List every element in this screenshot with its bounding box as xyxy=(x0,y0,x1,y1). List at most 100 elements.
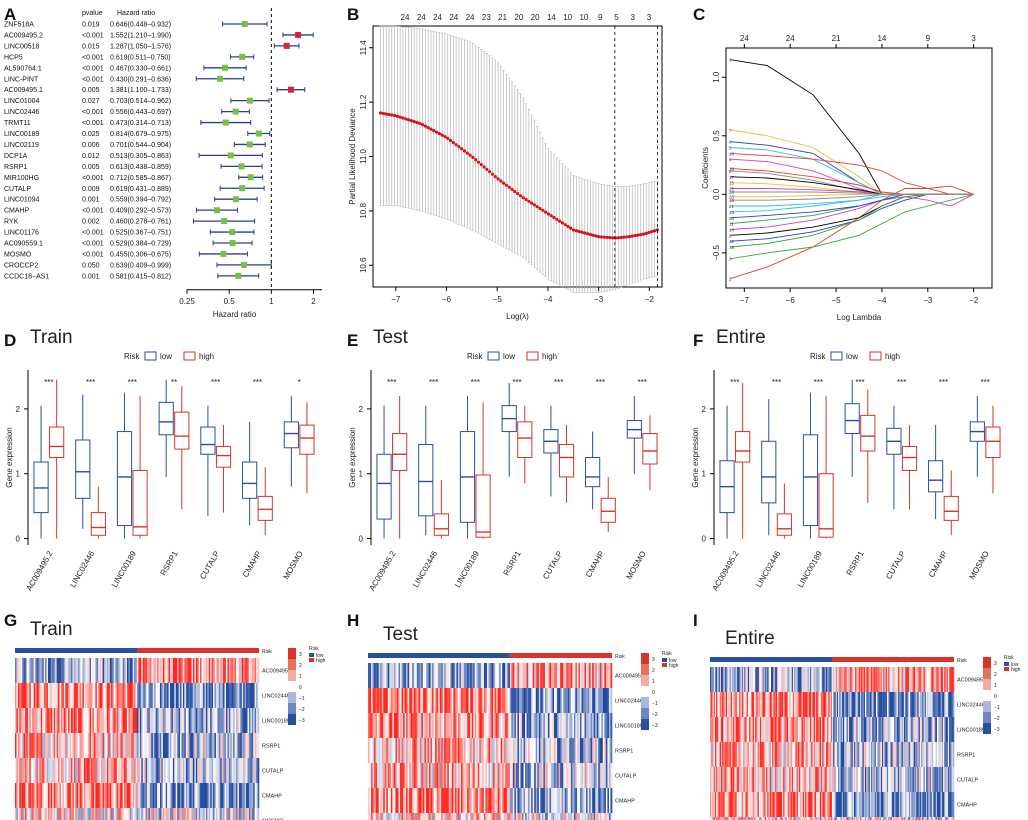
heatmap-cell xyxy=(827,817,829,820)
heatmap-cell xyxy=(817,817,819,820)
heatmap-cell xyxy=(583,738,585,763)
heatmap-cell xyxy=(401,763,404,788)
heatmap-cell xyxy=(745,792,747,817)
heatmap-cell xyxy=(137,758,139,783)
heatmap-cell xyxy=(838,817,840,820)
heatmap-cell xyxy=(812,742,814,767)
heatmap-row-label: RSRP1 xyxy=(615,749,633,755)
heatmap-cell xyxy=(114,733,116,758)
boxplot-x-tick-label: RSRP1 xyxy=(159,549,180,577)
heatmap-cell xyxy=(371,813,373,820)
heatmap-cell xyxy=(928,717,930,742)
heatmap-cell xyxy=(217,758,220,783)
forest-hr-text: 0.467(0.330–0.661) xyxy=(110,65,171,72)
forest-pvalue: <0.001 xyxy=(82,54,104,61)
heatmap-cell xyxy=(378,813,381,820)
cv-point xyxy=(541,208,545,212)
heatmap-cell xyxy=(381,738,384,763)
heatmap-cell xyxy=(900,667,902,692)
heatmap-cell xyxy=(805,667,807,692)
heatmap-cell xyxy=(723,792,725,817)
heatmap-cell xyxy=(384,813,387,820)
heatmap-cell xyxy=(720,667,723,692)
heatmap-cell xyxy=(752,792,755,817)
heatmap-cell xyxy=(790,817,793,820)
heatmap-cell xyxy=(924,792,927,817)
heatmap-cell xyxy=(119,808,122,820)
heatmap-cell xyxy=(409,788,411,813)
heatmap-cell xyxy=(225,758,228,783)
heatmap-risk-bar-high xyxy=(509,653,612,658)
heatmap-cell xyxy=(875,692,878,717)
heatmap-cell xyxy=(925,792,928,817)
forest-hr-box xyxy=(222,64,229,71)
heatmap-cell xyxy=(435,813,437,820)
heatmap-cell xyxy=(738,742,740,767)
heatmap-cell xyxy=(885,817,888,820)
heatmap-cell xyxy=(760,742,762,767)
heatmap-cell xyxy=(218,783,221,808)
boxplot-significance: ** xyxy=(171,378,177,387)
heatmap-cell xyxy=(863,717,866,742)
heatmap-cell xyxy=(596,788,599,813)
heatmap-cell xyxy=(168,783,171,808)
heatmap-cell xyxy=(799,767,801,792)
heatmap-cell xyxy=(899,767,901,792)
heatmap-cell xyxy=(733,742,735,767)
heatmap-cell xyxy=(784,817,786,820)
heatmap-cell xyxy=(174,658,177,683)
heatmap-cell xyxy=(729,767,732,792)
heatmap-cell xyxy=(406,738,408,763)
heatmap-cell xyxy=(68,758,70,783)
forest-hr-box xyxy=(221,218,228,225)
heatmap-cell xyxy=(253,733,255,758)
heatmap-colorbar-swatch xyxy=(983,690,991,701)
heatmap-cell xyxy=(213,708,215,733)
heatmap-cell xyxy=(584,688,587,713)
heatmap-cell xyxy=(464,663,466,688)
heatmap-cell xyxy=(70,658,73,683)
heatmap-cell xyxy=(438,738,440,763)
heatmap-cell xyxy=(828,792,830,817)
heatmap-cell xyxy=(747,742,750,767)
heatmap-cell xyxy=(564,788,567,813)
forest-pvalue: <0.001 xyxy=(82,65,104,72)
coef-path-label: 7 xyxy=(729,128,732,133)
heatmap-cell xyxy=(171,658,174,683)
heatmap-cell xyxy=(849,692,851,717)
heatmap-cell xyxy=(157,808,159,820)
heatmap-cell xyxy=(844,667,846,692)
heatmap-cell xyxy=(52,683,55,708)
heatmap-cell xyxy=(558,813,561,820)
heatmap-cell xyxy=(118,733,121,758)
heatmap-cell xyxy=(207,808,210,820)
heatmap-cell xyxy=(946,767,949,792)
heatmap-cell xyxy=(918,817,921,820)
coef-path-label: 14 xyxy=(729,227,735,232)
heatmap-cell xyxy=(78,808,80,820)
heatmap-cell xyxy=(563,738,566,763)
heatmap-cell xyxy=(871,692,873,717)
heatmap-cell xyxy=(543,813,546,820)
heatmap-cell xyxy=(537,788,540,813)
heatmap-cell xyxy=(35,758,37,783)
heatmap-cell xyxy=(105,708,108,733)
heatmap-cell xyxy=(740,817,743,820)
heatmap-cell xyxy=(836,742,839,767)
heatmap-cell xyxy=(813,717,816,742)
heatmap-cell xyxy=(861,742,863,767)
heatmap-cell xyxy=(816,692,818,717)
heatmap-cell xyxy=(483,813,486,820)
heatmap-cell xyxy=(378,763,381,788)
heatmap-cell xyxy=(749,767,751,792)
heatmap-cell xyxy=(91,658,93,683)
heatmap-cell xyxy=(785,667,788,692)
heatmap-cell xyxy=(237,758,240,783)
heatmap-cell xyxy=(593,688,596,713)
heatmap-cell xyxy=(871,817,873,820)
boxplot-y-label: Gene expression xyxy=(691,427,700,487)
heatmap-cell xyxy=(825,767,828,792)
heatmap-cell xyxy=(578,813,581,820)
heatmap-cell xyxy=(246,683,248,708)
heatmap-cell xyxy=(742,667,745,692)
